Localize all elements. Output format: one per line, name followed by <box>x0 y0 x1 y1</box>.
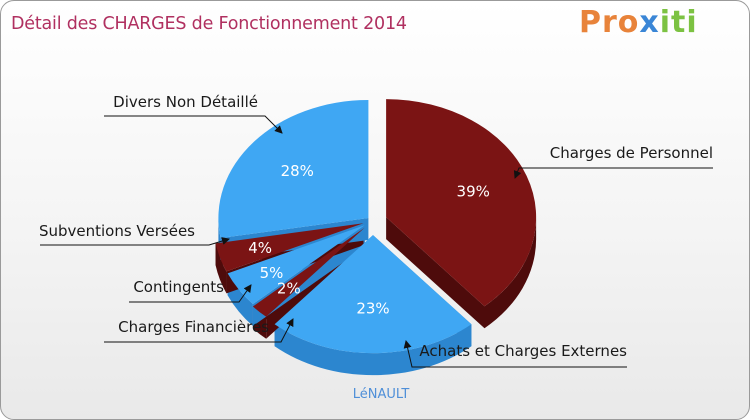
pct-label-charges-de-personnel: 39% <box>457 183 490 201</box>
leader-line-charges-de-personnel <box>513 167 713 179</box>
category-label-subventions-versees: Subventions Versées <box>39 222 195 240</box>
leader-line-divers-non-detaille <box>104 115 283 134</box>
pct-label-contingents: 5% <box>260 264 284 282</box>
logo-part-2: x <box>639 5 660 40</box>
leader-line-charges-financieres <box>104 318 294 343</box>
pct-label-charges-financieres: 2% <box>277 279 301 297</box>
logo-part-1: Pro <box>579 5 640 40</box>
logo-part-3: iti <box>659 5 698 40</box>
slice-side-charges-de-personnel <box>484 217 537 329</box>
slice-divers-non-detaille <box>218 99 369 239</box>
pct-label-subventions-versees: 4% <box>248 239 272 257</box>
leader-line-contingents <box>129 284 252 303</box>
leader-line-subventions-versees <box>40 237 230 246</box>
category-label-divers-non-detaille: Divers Non Détaillé <box>113 93 258 111</box>
leader-line-achats-et-charges-externes <box>403 340 627 368</box>
pct-label-achats-et-charges-externes: 23% <box>356 299 389 317</box>
category-label-charges-financieres: Charges Financières <box>118 318 269 336</box>
category-label-achats-et-charges-externes: Achats et Charges Externes <box>419 342 627 360</box>
slice-achats-et-charges-externes <box>274 235 472 354</box>
slice-subventions-versees <box>215 223 364 272</box>
chart-title: Détail des CHARGES de Fonctionnement 201… <box>11 14 407 34</box>
proxiti-logo: Proxiti <box>579 5 698 40</box>
slice-charges-financieres <box>252 227 365 317</box>
slice-charges-de-personnel <box>386 99 537 307</box>
commune-name: LéNAULT <box>352 387 410 402</box>
slice-side-achats-et-charges-externes <box>274 324 472 376</box>
slice-contingents <box>227 225 365 305</box>
pct-label-divers-non-detaille: 28% <box>281 162 314 180</box>
category-label-charges-de-personnel: Charges de Personnel <box>550 144 713 162</box>
category-label-contingents: Contingents <box>133 278 224 296</box>
slice-face-charges-de-personnel <box>386 217 485 329</box>
